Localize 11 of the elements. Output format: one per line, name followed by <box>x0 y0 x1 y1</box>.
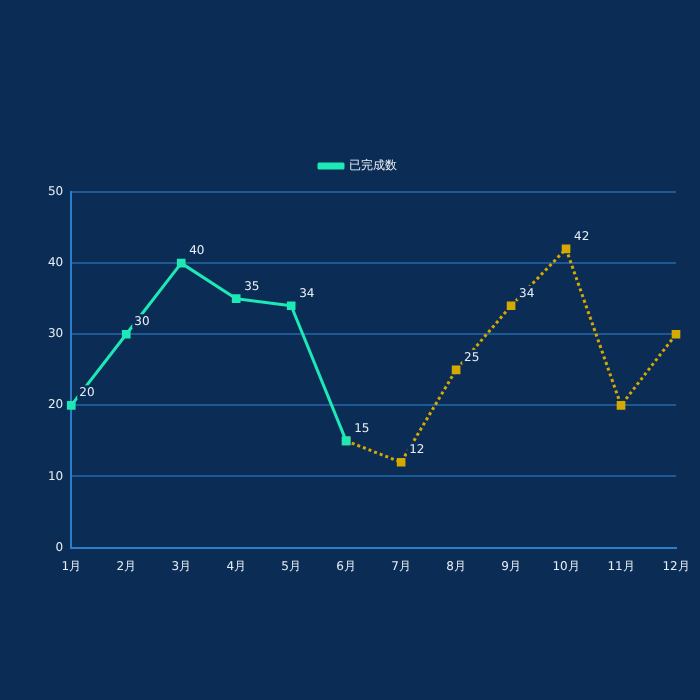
point <box>286 301 296 311</box>
point <box>231 294 241 304</box>
point <box>451 365 461 375</box>
point <box>616 401 626 410</box>
point <box>396 457 406 467</box>
point <box>506 301 516 311</box>
point <box>121 329 131 339</box>
point <box>561 244 571 254</box>
point <box>66 401 76 410</box>
point <box>176 258 186 268</box>
point <box>671 329 681 339</box>
